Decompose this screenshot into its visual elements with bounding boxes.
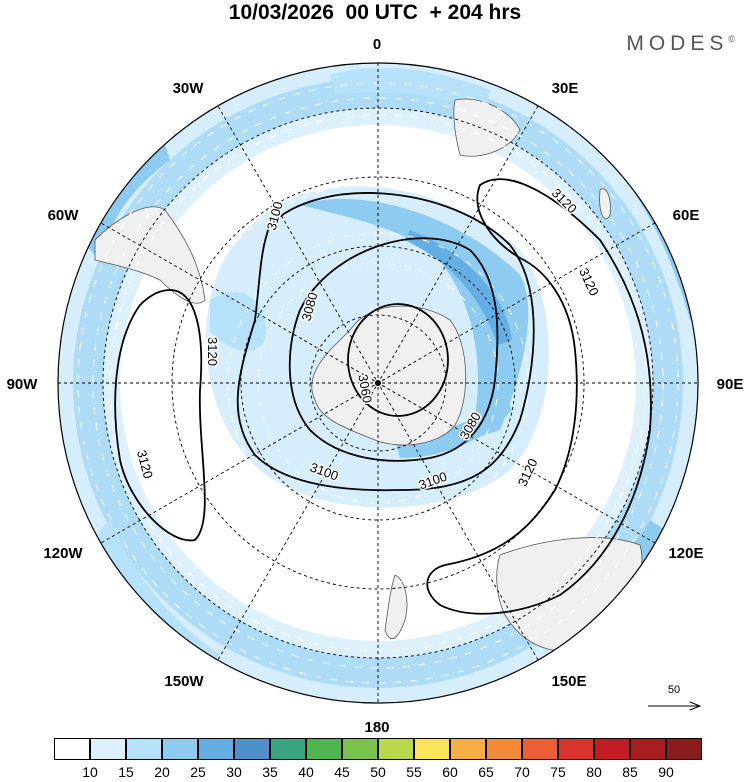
colorbar-tick-label: 15 xyxy=(118,764,134,780)
colorbar: 10 15 20 25 30 35 40 45 50 55 60 65 70 75 80 85 90 xyxy=(54,738,702,782)
lon-label-180: 180 xyxy=(364,719,389,736)
reference-arrow-head xyxy=(689,701,702,711)
south-america-land xyxy=(94,206,206,304)
colorbar-tick-label: 45 xyxy=(334,764,350,780)
colorbar-swatch xyxy=(378,738,414,760)
colorbar-swatch xyxy=(234,738,270,760)
lon-label-120e: 120E xyxy=(668,545,703,562)
colorbar-swatch xyxy=(54,738,90,760)
brand-name: MODES xyxy=(626,32,729,55)
africa-land xyxy=(453,98,521,157)
brand-logo: MODES© xyxy=(626,32,735,56)
colorbar-swatch xyxy=(630,738,666,760)
colorbar-tick-label: 80 xyxy=(586,764,602,780)
colorbar-swatch xyxy=(342,738,378,760)
lon-label-90e: 90E xyxy=(717,376,744,393)
colorbar-tick-label: 60 xyxy=(442,764,458,780)
colorbar-swatch xyxy=(162,738,198,760)
south-pole-marker xyxy=(375,380,381,386)
colorbar-swatch xyxy=(450,738,486,760)
colorbar-tick-label: 75 xyxy=(550,764,566,780)
colorbar-tick-label: 85 xyxy=(622,764,638,780)
meridian-labels: 0 30E 60E 90E 120E 150E 180 150W 120W 90… xyxy=(7,36,744,736)
colorbar-tick-label: 25 xyxy=(190,764,206,780)
colorbar-tick-label: 20 xyxy=(154,764,170,780)
colorbar-swatch xyxy=(90,738,126,760)
lon-label-150e: 150E xyxy=(551,673,586,690)
lon-label-150w: 150W xyxy=(164,673,204,690)
colorbar-tick-label: 35 xyxy=(262,764,278,780)
colorbar-swatch xyxy=(522,738,558,760)
new-zealand-land xyxy=(384,574,408,640)
colorbar-swatch xyxy=(306,738,342,760)
colorbar-tick-label: 10 xyxy=(82,764,98,780)
lon-label-90w: 90W xyxy=(7,376,39,393)
wind-reference-vector: 50 xyxy=(648,684,702,711)
contour-label: 3100 xyxy=(264,200,286,232)
colorbar-swatch xyxy=(594,738,630,760)
map-border xyxy=(57,62,699,704)
colorbar-tick-label: 40 xyxy=(298,764,314,780)
colorbar-swatch xyxy=(198,738,234,760)
lon-label-0: 0 xyxy=(373,36,381,53)
contour-label: 3060 xyxy=(355,373,375,404)
colorbar-tick-label: 30 xyxy=(226,764,242,780)
colorbar-swatch xyxy=(486,738,522,760)
colorbar-tick-label: 50 xyxy=(370,764,386,780)
lon-label-60e: 60E xyxy=(673,207,700,224)
lon-label-30w: 30W xyxy=(173,80,205,97)
map-title: 10/03/2026 00 UTC + 204 hrs xyxy=(228,1,522,24)
colorbar-tick-label: 55 xyxy=(406,764,422,780)
colorbar-tick-label: 70 xyxy=(514,764,530,780)
madagascar-land xyxy=(599,188,611,220)
colorbar-swatch xyxy=(270,738,306,760)
lon-label-60w: 60W xyxy=(48,207,80,224)
wind-reference-label: 50 xyxy=(668,684,680,696)
colorbar-swatch xyxy=(666,738,702,760)
colorbar-swatch xyxy=(126,738,162,760)
colorbar-tick-label: 65 xyxy=(478,764,494,780)
colorbar-tick-label: 90 xyxy=(658,764,674,780)
contour-label: 3120 xyxy=(205,337,220,366)
height-contours xyxy=(114,178,652,615)
lon-label-30e: 30E xyxy=(552,80,579,97)
lon-label-120w: 120W xyxy=(43,545,83,562)
copyright-mark: © xyxy=(728,34,735,44)
colorbar-swatch xyxy=(558,738,594,760)
colorbar-swatch xyxy=(414,738,450,760)
